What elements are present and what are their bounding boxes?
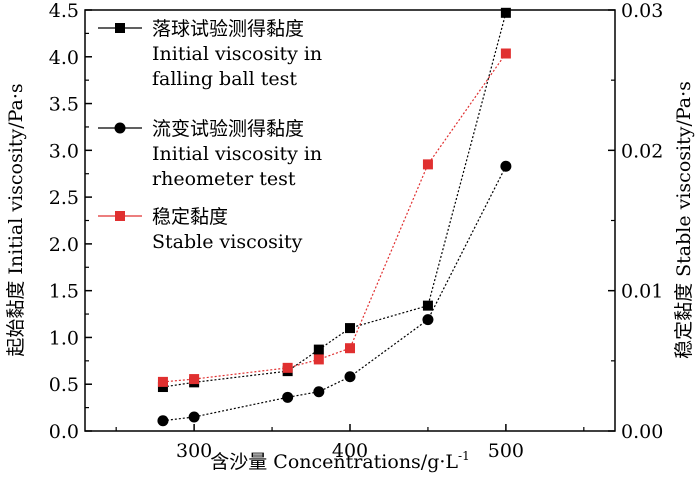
legend-marker xyxy=(115,23,125,33)
legend-marker xyxy=(114,122,126,134)
x-axis-title-main: 含沙量 Concentrations/g·L xyxy=(210,451,458,473)
x-tick-label: 500 xyxy=(488,440,524,462)
y-left-tick-label: 1.5 xyxy=(49,281,79,303)
y-left-tick-label: 4.5 xyxy=(49,0,79,22)
x-axis-title-sup: -1 xyxy=(458,449,470,463)
data-point xyxy=(345,323,355,334)
data-point xyxy=(422,300,433,311)
data-point xyxy=(500,48,511,59)
series-1 xyxy=(157,160,512,427)
y-left-tick-label: 0.0 xyxy=(49,421,79,443)
legend: 落球试验测得黏度 Initial viscosity in falling ball… xyxy=(98,18,322,253)
y-left-tick-label: 1.0 xyxy=(49,327,79,349)
series-0 xyxy=(157,7,511,393)
series-layer xyxy=(157,7,512,427)
legend-label: 流变试验测得黏度 xyxy=(152,118,304,140)
legend-label: 稳定黏度 xyxy=(152,206,228,228)
data-point xyxy=(157,376,168,387)
legend-item-2: 稳定黏度 Stable viscosity xyxy=(98,206,303,253)
y-left-tick-label: 3.0 xyxy=(49,140,79,162)
data-point xyxy=(157,382,168,393)
series-line xyxy=(162,165,507,422)
series-2 xyxy=(157,48,511,387)
legend-marker xyxy=(115,211,125,221)
data-point xyxy=(157,415,169,427)
y-left-tick-label: 0.5 xyxy=(49,374,79,396)
legend-label: falling ball test xyxy=(152,68,297,90)
y-left-tick-label: 3.5 xyxy=(49,94,79,116)
data-point xyxy=(344,371,356,383)
data-point xyxy=(345,343,355,354)
x-tick-label: 400 xyxy=(332,440,368,462)
data-point xyxy=(500,160,512,172)
data-point xyxy=(189,374,200,385)
y-right-axis-title: 稳定黏度 Stable viscosity/Pa·s xyxy=(673,81,695,359)
data-point xyxy=(422,159,433,170)
y-right-tick-label: 0.00 xyxy=(621,421,663,443)
data-point xyxy=(282,362,293,373)
x-axis-title: 含沙量 Concentrations/g·L-1 xyxy=(210,449,469,473)
y-left-tick-label: 2.0 xyxy=(49,234,79,256)
data-point xyxy=(313,386,325,398)
legend-label: Stable viscosity xyxy=(152,231,303,253)
y-left-tick-label: 2.5 xyxy=(49,187,79,209)
y-right-tick-label: 0.03 xyxy=(621,0,663,22)
legend-label: 落球试验测得黏度 xyxy=(152,18,304,40)
legend-item-1: 流变试验测得黏度 Initial viscosity in rheometer te… xyxy=(98,118,322,190)
legend-label: Initial viscosity in xyxy=(152,143,322,165)
data-point xyxy=(313,354,324,365)
y-left-axis-title: 起始黏度 Initial viscosity/Pa·s xyxy=(5,83,27,356)
data-point xyxy=(188,411,200,423)
data-point xyxy=(313,344,324,355)
y-left-tick-label: 4.0 xyxy=(49,47,79,69)
axis-ticks: 300 400 500 0.0 0.5 1.0 1.5 2.0 2.5 3.0 3.5 4.0 4.5 0… xyxy=(49,0,664,462)
data-point xyxy=(500,7,511,18)
legend-label: Initial viscosity in xyxy=(152,43,322,65)
x-tick-label: 300 xyxy=(176,440,212,462)
y-right-tick-label: 0.01 xyxy=(621,281,663,303)
legend-item-0: 落球试验测得黏度 Initial viscosity in falling ball… xyxy=(98,18,322,90)
data-point xyxy=(282,391,294,403)
legend-label: rheometer test xyxy=(152,168,296,190)
data-point xyxy=(422,314,434,326)
y-right-tick-label: 0.02 xyxy=(621,140,663,162)
